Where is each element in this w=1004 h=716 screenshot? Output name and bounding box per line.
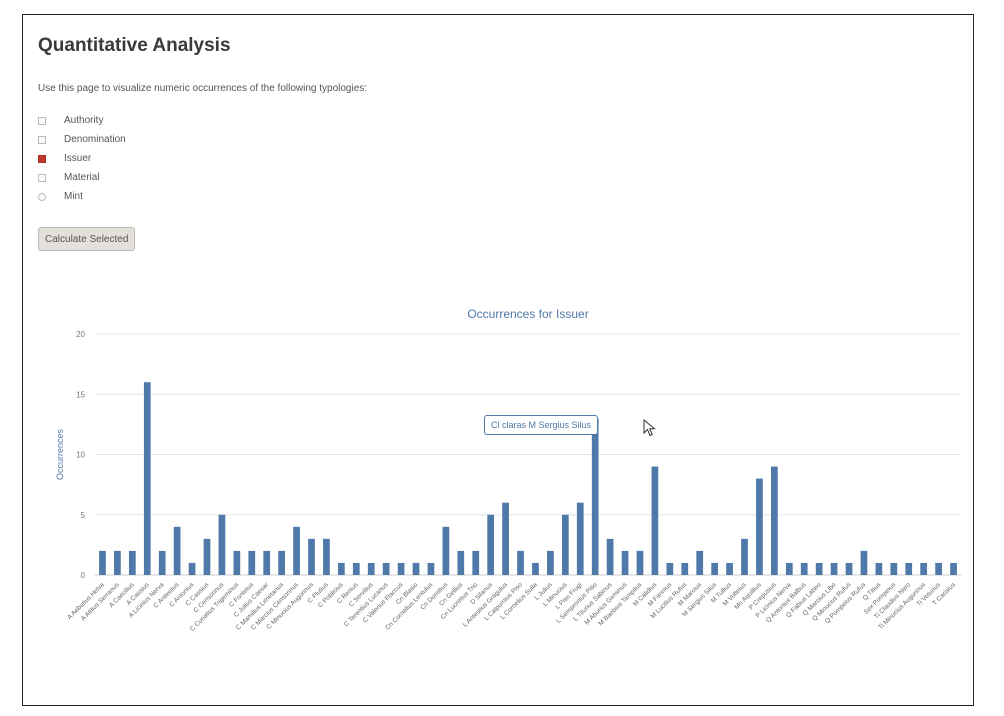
bar[interactable] xyxy=(860,550,868,575)
bar[interactable] xyxy=(950,562,957,575)
denomination-label: Denomination xyxy=(64,134,126,145)
calculate-selected-button[interactable]: Calculate Selected xyxy=(38,227,136,251)
bar[interactable] xyxy=(218,514,226,575)
bar[interactable] xyxy=(800,562,808,575)
bar[interactable] xyxy=(532,562,539,575)
bar[interactable] xyxy=(621,550,629,575)
bar[interactable] xyxy=(920,562,928,575)
bar[interactable] xyxy=(487,514,495,575)
chart-bars xyxy=(99,382,957,575)
bar[interactable] xyxy=(442,526,450,575)
bar[interactable] xyxy=(412,562,420,575)
bar[interactable] xyxy=(382,562,390,575)
bar[interactable] xyxy=(830,562,838,575)
bar[interactable] xyxy=(293,526,300,575)
y-tick-label: 0 xyxy=(81,571,86,580)
chart-labels: Occurrences for Issuer Occurrences 0 5 10 15 2… xyxy=(55,307,957,633)
authority-checkbox[interactable] xyxy=(38,116,46,125)
bar[interactable] xyxy=(278,550,285,575)
typology-material[interactable]: Material xyxy=(38,168,126,187)
intro-text: Use this page to visualize numeric occur… xyxy=(38,83,368,94)
bar[interactable] xyxy=(502,502,509,575)
bar[interactable] xyxy=(935,562,942,575)
bar[interactable] xyxy=(845,562,853,575)
denomination-checkbox[interactable] xyxy=(38,135,46,144)
page-frame: Quantitative Analysis Use this page to v… xyxy=(22,14,974,706)
occurrences-chart: Occurrences for Issuer Occurrences 0 5 10 15 2… xyxy=(55,307,961,633)
bar[interactable] xyxy=(308,538,315,575)
bar[interactable] xyxy=(606,538,614,575)
y-axis-label: Occurrences xyxy=(55,428,65,480)
typology-authority[interactable]: Authority xyxy=(38,111,126,130)
bar[interactable] xyxy=(367,562,375,575)
typology-denomination[interactable]: Denomination xyxy=(38,130,126,149)
bar[interactable] xyxy=(472,550,480,575)
bar[interactable] xyxy=(696,550,704,575)
bar[interactable] xyxy=(128,550,136,575)
y-tick-label: 20 xyxy=(76,330,85,339)
issuer-checkbox[interactable] xyxy=(38,154,46,163)
typology-list: Authority Denomination Issuer Material M… xyxy=(38,111,126,206)
bar[interactable] xyxy=(591,418,599,575)
bar[interactable] xyxy=(905,562,913,575)
y-tick-label: 5 xyxy=(81,511,86,520)
bar[interactable] xyxy=(323,538,330,575)
bar-tooltip: Cl claras M Sergius Silus xyxy=(484,415,599,435)
mouse-pointer-icon xyxy=(643,419,656,437)
typology-issuer[interactable]: Issuer xyxy=(38,149,126,168)
bar[interactable] xyxy=(741,538,748,575)
bar[interactable] xyxy=(875,562,883,575)
bar[interactable] xyxy=(681,562,689,575)
issuer-label: Issuer xyxy=(64,153,92,164)
bar[interactable] xyxy=(263,550,271,575)
bar[interactable] xyxy=(517,550,524,575)
bar[interactable] xyxy=(815,562,823,575)
chart-title: Occurrences for Issuer xyxy=(467,307,588,321)
mint-label: Mint xyxy=(64,191,83,202)
bar[interactable] xyxy=(233,550,241,575)
bar[interactable] xyxy=(457,550,465,575)
y-tick-label: 10 xyxy=(76,451,85,460)
bar[interactable] xyxy=(427,562,435,575)
bar[interactable] xyxy=(203,538,211,575)
bar[interactable] xyxy=(890,562,898,575)
authority-label: Authority xyxy=(64,115,104,126)
bar[interactable] xyxy=(726,562,733,575)
bar[interactable] xyxy=(173,526,181,575)
page-title: Quantitative Analysis xyxy=(38,35,231,56)
material-checkbox[interactable] xyxy=(38,173,46,182)
material-label: Material xyxy=(64,172,100,183)
bar[interactable] xyxy=(651,466,659,575)
bar[interactable] xyxy=(771,466,778,575)
bar[interactable] xyxy=(547,550,554,575)
bar[interactable] xyxy=(756,478,763,575)
bar[interactable] xyxy=(576,502,584,575)
bar[interactable] xyxy=(248,550,256,575)
bar[interactable] xyxy=(338,562,345,575)
bar[interactable] xyxy=(188,562,196,575)
bar[interactable] xyxy=(99,550,106,575)
bar[interactable] xyxy=(397,562,405,575)
bar[interactable] xyxy=(785,562,793,575)
bar[interactable] xyxy=(143,382,151,575)
y-tick-label: 15 xyxy=(76,390,85,399)
bar[interactable] xyxy=(158,550,166,575)
bar[interactable] xyxy=(666,562,674,575)
bar[interactable] xyxy=(636,550,644,575)
bar[interactable] xyxy=(561,514,569,575)
bar[interactable] xyxy=(114,550,121,575)
bar[interactable] xyxy=(711,562,718,575)
bar[interactable] xyxy=(352,562,360,575)
typology-mint[interactable]: Mint xyxy=(38,187,126,206)
mint-checkbox[interactable] xyxy=(38,192,46,201)
